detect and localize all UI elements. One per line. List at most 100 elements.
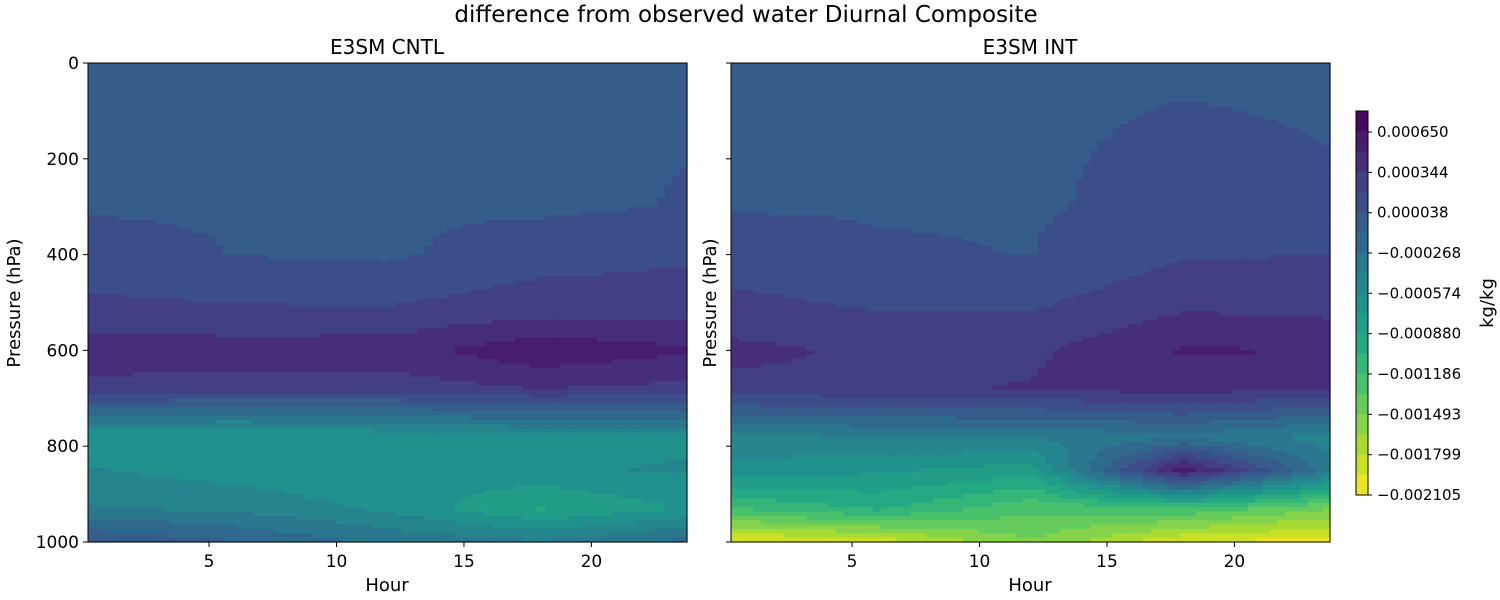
heatmap-cell [312, 263, 321, 269]
heatmap-cell [372, 285, 381, 291]
heatmap-cell [200, 215, 209, 221]
heatmap-cell [177, 193, 186, 199]
heatmap-cell [222, 263, 231, 269]
heatmap-cell [290, 132, 299, 138]
heatmap-cell [282, 280, 291, 286]
heatmap-cell [350, 197, 359, 203]
heatmap-cell [222, 441, 231, 447]
heatmap-cell [207, 128, 216, 134]
heatmap-cell [357, 76, 366, 82]
heatmap-cell [170, 494, 179, 500]
heatmap-cell [327, 63, 336, 68]
heatmap-cell [132, 437, 142, 443]
heatmap-cell [147, 180, 156, 186]
heatmap-cell [230, 380, 239, 386]
heatmap-cell [95, 502, 104, 508]
heatmap-cell [312, 84, 321, 90]
heatmap-cell [327, 193, 336, 199]
heatmap-cell [372, 346, 381, 351]
heatmap-cell [357, 123, 366, 129]
heatmap-cell [132, 454, 142, 460]
heatmap-cell [95, 389, 104, 395]
heatmap-cell [192, 180, 201, 186]
heatmap-cell [327, 494, 336, 500]
heatmap-cell [95, 428, 104, 434]
heatmap-cell [177, 302, 186, 308]
heatmap-cell [365, 115, 374, 121]
heatmap-cell [417, 437, 426, 443]
heatmap-cell [387, 441, 396, 447]
heatmap-cell [185, 507, 194, 513]
heatmap-cell [252, 393, 261, 399]
heatmap-cell [200, 411, 209, 417]
heatmap-cell [177, 507, 186, 513]
heatmap-cell [95, 245, 104, 251]
heatmap-cell [402, 380, 411, 386]
heatmap-cell [387, 511, 396, 517]
heatmap-cell [245, 163, 254, 169]
heatmap-cell [207, 311, 216, 317]
heatmap-cell [297, 115, 306, 121]
heatmap-cell [327, 489, 336, 495]
heatmap-cell [335, 424, 344, 430]
heatmap-cell [409, 450, 419, 456]
heatmap-cell [387, 228, 396, 234]
heatmap-cell [380, 115, 389, 121]
heatmap-cell [409, 71, 419, 77]
heatmap-cell [117, 350, 127, 356]
heatmap-cell [207, 407, 216, 412]
heatmap-cell [357, 332, 366, 338]
heatmap-cell [200, 407, 209, 412]
heatmap-cell [417, 454, 426, 460]
heatmap-cell [215, 385, 224, 391]
heatmap-cell [380, 215, 389, 221]
heatmap-cell [320, 224, 329, 230]
heatmap-cell [394, 241, 404, 247]
heatmap-cell [357, 507, 366, 513]
heatmap-cell [282, 420, 291, 426]
heatmap-cell [230, 267, 239, 273]
heatmap-cell [342, 63, 351, 68]
heatmap-cell [380, 337, 389, 343]
heatmap-cell [237, 189, 246, 195]
heatmap-cell [207, 411, 216, 417]
heatmap-cell [409, 485, 419, 491]
heatmap-cell [140, 319, 149, 325]
heatmap-cell [372, 245, 381, 251]
heatmap-cell [312, 110, 321, 116]
heatmap-cell [342, 245, 351, 251]
heatmap-cell [320, 502, 329, 508]
heatmap-cell [132, 71, 142, 77]
heatmap-cell [260, 472, 269, 478]
heatmap-cell [267, 71, 276, 77]
heatmap-cell [312, 367, 321, 373]
heatmap-cell [245, 428, 254, 434]
heatmap-cell [282, 415, 291, 421]
heatmap-cell [125, 119, 134, 125]
heatmap-cell [417, 228, 426, 234]
heatmap-cell [177, 285, 186, 291]
heatmap-cell [140, 219, 149, 225]
heatmap-cell [342, 332, 351, 338]
heatmap-cell [207, 202, 216, 208]
heatmap-cell [102, 454, 112, 460]
heatmap-cell [417, 511, 426, 517]
heatmap-cell [394, 454, 404, 460]
heatmap-cell [177, 380, 186, 386]
heatmap-cell [117, 141, 127, 147]
heatmap-cell [267, 267, 276, 273]
heatmap-cell [200, 80, 209, 86]
heatmap-cell [260, 180, 269, 186]
heatmap-cell [102, 481, 112, 486]
heatmap-cell [207, 511, 216, 517]
heatmap-cell [162, 250, 171, 256]
heatmap-cell [275, 524, 284, 530]
heatmap-cell [394, 258, 404, 264]
heatmap-cell [252, 184, 261, 190]
heatmap-cell [260, 524, 269, 530]
heatmap-cell [335, 463, 344, 469]
heatmap-cell [117, 215, 127, 221]
heatmap-cell [380, 285, 389, 291]
heatmap-cell [357, 93, 366, 99]
heatmap-cell [320, 228, 329, 234]
